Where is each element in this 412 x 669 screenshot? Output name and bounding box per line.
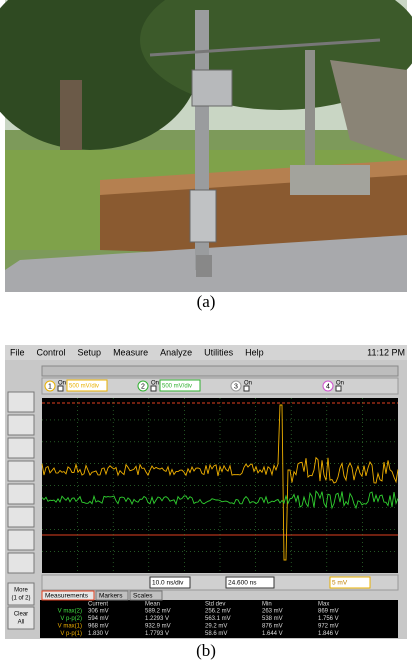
clear-button[interactable] (8, 607, 34, 629)
column-header: Min (262, 602, 272, 608)
tool-button[interactable] (8, 553, 34, 573)
tool-button[interactable] (8, 438, 34, 458)
menu-item[interactable]: Setup (78, 347, 102, 357)
toolbar (42, 366, 398, 376)
cell: 594 mV (88, 616, 109, 622)
column-header: Std dev (205, 602, 225, 608)
more-page: (1 of 2) (11, 596, 30, 602)
tab-label[interactable]: Measurements (45, 593, 89, 600)
page: {"caption_a": "(a)", "caption_b": "(b)",… (0, 0, 412, 664)
cell: 58.6 mV (205, 631, 227, 637)
cell: 563.1 mV (205, 616, 231, 622)
column-header: Mean (145, 602, 160, 608)
channel-number: 4 (326, 383, 330, 390)
tool-button[interactable] (8, 415, 34, 435)
clock: 11:12 PM (367, 347, 405, 357)
menu-item[interactable]: File (10, 347, 25, 357)
channel-number: 1 (48, 383, 52, 390)
cell: 589.2 mV (145, 609, 171, 615)
timebase: 10.0 ns/div (152, 580, 184, 587)
channel-check (336, 386, 341, 391)
row-label: V p-p(2) (60, 616, 82, 622)
row-label: V max(2) (58, 609, 82, 615)
trigger-level: 5 mV (332, 580, 348, 587)
caption: (b) (196, 641, 216, 660)
tool-button[interactable] (8, 530, 34, 550)
cell: 1.756 V (318, 616, 339, 622)
menu-item[interactable]: Utilities (204, 347, 234, 357)
tool-button[interactable] (8, 507, 34, 527)
channel-number: 3 (234, 383, 238, 390)
channel-scale: 500 mV/div (69, 384, 99, 390)
cell: 876 mV (262, 624, 283, 630)
menu-item[interactable]: Analyze (160, 347, 192, 357)
channel-check (58, 386, 63, 391)
tool-button[interactable] (8, 461, 34, 481)
cell: 29.2 mV (205, 624, 227, 630)
tool-button[interactable] (8, 484, 34, 504)
channel-check (151, 386, 156, 391)
position: 24.600 ns (228, 580, 257, 587)
menu-item[interactable]: Help (245, 347, 264, 357)
more-button[interactable] (8, 583, 34, 605)
row-label: V max(1) (58, 624, 82, 630)
photo (0, 0, 412, 292)
channel-number: 2 (141, 383, 145, 390)
row-label: V p-p(1) (60, 631, 82, 637)
menu-item[interactable]: Measure (113, 347, 148, 357)
figure: (a) (b) File Control Setup Measure Analyze Ut… (0, 0, 412, 664)
tab-label[interactable]: Markers (99, 593, 123, 600)
cell: 1.2293 V (145, 616, 169, 622)
cell: 1.846 V (318, 631, 339, 637)
cell: 1.830 V (88, 631, 109, 637)
tab-label[interactable]: Scales (133, 593, 153, 600)
cell: 968 mV (88, 624, 109, 630)
tool-button[interactable] (8, 392, 34, 412)
menu-item[interactable]: Control (37, 347, 66, 357)
cell: 256.2 mV (205, 609, 231, 615)
cell: 869 mV (318, 609, 339, 615)
cell: 972 mV (318, 624, 339, 630)
cell: 263 mV (262, 609, 283, 615)
channel-scale: 500 mV/div (162, 384, 192, 390)
cell: 1.7793 V (145, 631, 169, 637)
column-header: Max (318, 602, 329, 608)
cell: 932.9 mV (145, 624, 171, 630)
channel-check (244, 386, 249, 391)
cell: 1.644 V (262, 631, 283, 637)
caption: (a) (197, 292, 216, 311)
more-label: More (14, 588, 28, 594)
cell: 538 mV (262, 616, 283, 622)
column-header: Current (88, 602, 108, 608)
clear-label: Clear (14, 612, 28, 618)
clear-label: All (18, 620, 25, 626)
cell: 306 mV (88, 609, 109, 615)
